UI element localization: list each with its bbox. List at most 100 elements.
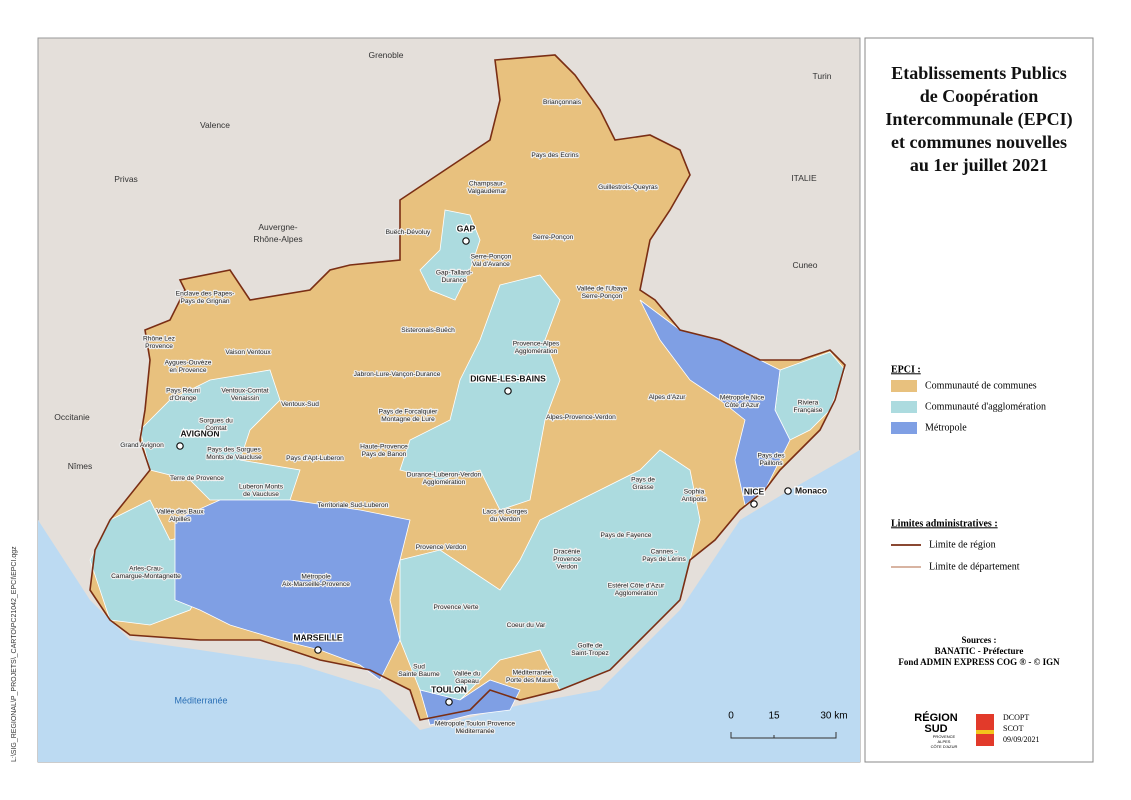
epci-label-line: Aix-Marseille-Provence bbox=[282, 581, 350, 588]
epci-label: Cannes -Pays de Lérins bbox=[642, 548, 686, 563]
epci-label: Lacs et Gorges du Verdon bbox=[483, 508, 528, 523]
logo-name: RÉGION bbox=[914, 711, 957, 724]
epci-label: Vallée des Baux Alpilles bbox=[156, 508, 204, 523]
place-label-line: Nîmes bbox=[68, 461, 93, 471]
epci-label: Ventoux-Sud bbox=[281, 401, 319, 408]
epci-label: Aygues-Ouvèze en Provence bbox=[165, 359, 212, 374]
epci-label-line: Provence bbox=[145, 343, 173, 350]
logo-service: SCOT bbox=[1003, 724, 1024, 733]
epci-label-line: Provence Verdon bbox=[416, 544, 467, 551]
epci-label-line: Durance-Luberon-Verdon bbox=[407, 471, 482, 478]
epci-label: Territoriale Sud-Luberon bbox=[318, 502, 389, 509]
epci-label: Sorgues du Comtat bbox=[199, 417, 233, 432]
epci-label: Serre-Ponçon bbox=[533, 234, 574, 241]
epci-label: Luberon Monts de Vaucluse bbox=[239, 483, 284, 498]
epci-label-line: Française bbox=[794, 407, 823, 414]
scale-label: 30 km bbox=[820, 711, 847, 722]
epci-label: Serre-Ponçon Val d'Avance bbox=[471, 253, 512, 268]
epci-label-line: Alpilles bbox=[170, 516, 192, 523]
epci-label-line: Terre de Provence bbox=[170, 475, 224, 482]
epci-label-line: Ventoux-Comtat bbox=[221, 387, 268, 394]
epci-label-line: Durance bbox=[442, 277, 467, 284]
epci-label-line: Rhône Lez bbox=[143, 335, 175, 342]
legend-title-line: au 1er juillet 2021 bbox=[910, 155, 1048, 175]
epci-label: Ventoux-Comtat Venaissin bbox=[221, 387, 268, 402]
epci-label-line: Provence-Alpes bbox=[513, 340, 560, 347]
epci-label-line: Provence Verte bbox=[433, 604, 478, 611]
epci-label: Alpes d'Azur bbox=[649, 394, 687, 401]
place-label-line: Valence bbox=[200, 120, 230, 130]
epci-label-line: Riviera bbox=[798, 399, 819, 406]
epci-label: Pays des Sorgues Monts de Vaucluse bbox=[206, 446, 262, 461]
epci-label-line: Sorgues du bbox=[199, 417, 233, 424]
ca-area bbox=[399, 449, 701, 701]
epci-label: Pays d'Apt-Luberon bbox=[286, 455, 344, 462]
epci-label: Champsaur-Valgaudemar bbox=[468, 180, 508, 195]
epci-label-line: Agglomération bbox=[515, 348, 558, 355]
legend-title-line: de Coopération bbox=[920, 86, 1039, 106]
epci-label-line: Porte des Maures bbox=[506, 677, 559, 684]
epci-label: Vaison Ventoux bbox=[225, 349, 271, 356]
place-label-line: ITALIE bbox=[791, 173, 817, 183]
epci-label-line: Champsaur- bbox=[469, 180, 505, 187]
epci-label-line: Arles-Crau- bbox=[129, 565, 163, 572]
place-label: Grenoble bbox=[369, 50, 404, 60]
place-label: Cuneo bbox=[792, 260, 817, 270]
epci-label-line: Vallée des Baux bbox=[156, 508, 204, 515]
city-label: NICE bbox=[744, 486, 765, 496]
epci-label-line: Pays de Lérins bbox=[642, 556, 686, 563]
epci-label-line: Aygues-Ouvèze bbox=[165, 359, 212, 366]
sea-label: Méditerranée bbox=[174, 695, 227, 705]
epci-label: Guillestrois-Queyras bbox=[598, 184, 658, 191]
epci-label: Grand Avignon bbox=[120, 442, 164, 449]
logo-service: 09/09/2021 bbox=[1003, 735, 1039, 744]
epci-label-line: Guillestrois-Queyras bbox=[598, 184, 658, 191]
place-label: Auvergne- Rhône-Alpes bbox=[253, 222, 302, 244]
epci-label: Riviera Française bbox=[794, 399, 823, 414]
epci-label: Enclave des Papes-Pays de Grignan bbox=[176, 290, 235, 305]
epci-label: Terre de Provence bbox=[170, 475, 224, 482]
epci-label: Arles-Crau-Camargue-Montagnette bbox=[111, 565, 181, 580]
epci-label-line: Pays de Banon bbox=[362, 451, 407, 458]
epci-label-line: Méditerranée bbox=[513, 669, 552, 676]
epci-label-line: Vallée du bbox=[453, 670, 480, 677]
epci-label: Haute-Provence Pays de Banon bbox=[360, 443, 408, 458]
legend-label: Limite de département bbox=[929, 561, 1020, 572]
epci-label-line: Camargue-Montagnette bbox=[111, 573, 181, 580]
epci-label-line: Serre-Ponçon bbox=[582, 293, 623, 300]
scale-bar bbox=[730, 732, 837, 739]
sources-heading: Sources : bbox=[961, 635, 996, 645]
legend-label: Communauté d'agglomération bbox=[925, 401, 1046, 412]
place-label: ITALIE bbox=[791, 173, 817, 183]
legend-heading: EPCI : bbox=[891, 364, 921, 375]
epci-label-line: Alpes d'Azur bbox=[649, 394, 687, 401]
epci-label-line: Gap-Tallard- bbox=[436, 269, 472, 276]
city-dot bbox=[750, 500, 758, 508]
epci-label-line: Pays des Sorgues bbox=[207, 446, 261, 453]
epci-label: Pays des Paillons bbox=[757, 452, 785, 467]
place-label-line: Turin bbox=[812, 71, 831, 81]
city-dot bbox=[176, 442, 184, 450]
metropole-area bbox=[174, 499, 411, 681]
epci-label: Jabron-Lure-Vançon-Durance bbox=[354, 371, 441, 378]
epci-label-line: Sisteronais-Buëch bbox=[401, 327, 455, 334]
epci-label: Provence Verdon bbox=[416, 544, 467, 551]
epci-label: Pays de Forcalquier Montagne de Lure bbox=[379, 408, 438, 423]
epci-label: Vallée de l'Ubaye Serre-Ponçon bbox=[577, 285, 628, 300]
epci-label-line: Sophia bbox=[684, 488, 705, 495]
logo-name: SUD bbox=[924, 723, 947, 735]
place-label-line: Grenoble bbox=[369, 50, 404, 60]
city-label: DIGNE-LES-BAINS bbox=[470, 373, 546, 383]
logo-sub: PROVENCE bbox=[933, 734, 956, 739]
epci-label: Estérel Côte d'Azur Agglomération bbox=[608, 582, 665, 597]
epci-label-line: Pays des bbox=[757, 452, 785, 459]
legend-swatch bbox=[891, 380, 917, 392]
epci-label-line: Luberon Monts bbox=[239, 483, 284, 490]
ca-area bbox=[139, 369, 301, 501]
epci-label-line: en Provence bbox=[169, 367, 206, 374]
epci-label-line: d'Orange bbox=[170, 395, 197, 402]
epci-label-line: Saint-Tropez bbox=[571, 650, 609, 657]
epci-label-line: Serre-Ponçon bbox=[471, 253, 512, 260]
legend-label: Métropole bbox=[925, 422, 967, 433]
